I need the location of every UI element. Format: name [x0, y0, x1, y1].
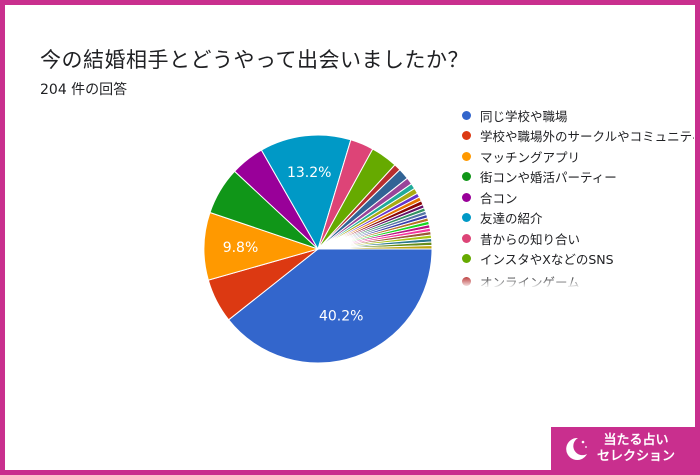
legend-swatch: [462, 213, 471, 223]
pie-slice-6: [260, 134, 352, 251]
legend-item: 街コンや婚活パーティー: [462, 167, 694, 188]
legend-swatch: [462, 254, 471, 264]
chart-title: 今の結婚相手とどうやって出会いましたか？: [40, 48, 469, 72]
legend-label: 昔からの知り合い: [480, 231, 581, 247]
legend-label: 街コンや婚活パーティー: [480, 170, 617, 186]
legend-swatch: [462, 131, 471, 141]
legend-fade: [462, 276, 694, 288]
data-label: 13.2%: [287, 165, 331, 181]
crescent-moon-icon: [566, 437, 587, 460]
legend-label: マッチングアプリ: [480, 149, 581, 165]
legend-item: インスタやXなどのSNS: [462, 249, 694, 270]
brand-line-2: セレクション: [597, 448, 676, 464]
legend-label: 合コン: [480, 190, 518, 206]
response-count: 204 件の回答: [40, 82, 128, 98]
legend-swatch: [462, 192, 471, 202]
data-label: 40.2%: [319, 309, 363, 325]
legend-label: 学校や職場外のサークルやコミュニティ: [480, 129, 694, 145]
pie-slice-other-20: [317, 244, 433, 250]
brand-line-1: 当たる占い: [603, 432, 669, 448]
brand-badge: 当たる占い セレクション: [551, 427, 695, 470]
brand-name: 当たる占い セレクション: [597, 433, 675, 465]
legend-swatch: [462, 110, 471, 120]
pie-slice-1: [227, 248, 433, 364]
legend-label: 同じ学校や職場: [480, 108, 568, 124]
legend-swatch: [462, 233, 471, 243]
legend-label: 友達の紹介: [480, 211, 543, 227]
data-label: 9.8%: [223, 240, 259, 256]
legend-item: 同じ学校や職場: [462, 105, 694, 126]
legend-item: 友達の紹介: [462, 208, 694, 229]
legend-swatch: [462, 172, 471, 182]
legend-item: 昔からの知り合い: [462, 228, 694, 249]
pie-data-labels: 40.2% 9.8% 13.2%: [223, 165, 364, 325]
pie-slices: [203, 134, 433, 364]
legend-item: マッチングアプリ: [462, 146, 694, 167]
legend-item: 合コン: [462, 187, 694, 208]
chart-legend: 同じ学校や職場学校や職場外のサークルやコミュニティ マッチングアプリ街コンや婚活パ…: [462, 105, 694, 287]
legend-swatch: [462, 151, 471, 161]
legend-label: インスタやXなどのSNS: [480, 252, 614, 268]
legend-item: 学校や職場外のサークルやコミュニティ: [462, 126, 694, 147]
